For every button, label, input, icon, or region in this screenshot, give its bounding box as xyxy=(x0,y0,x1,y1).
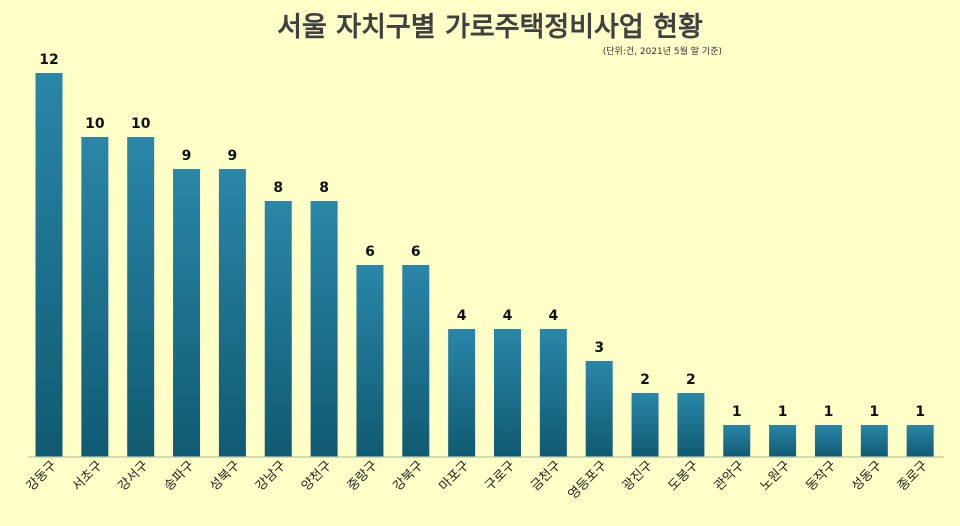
x-tick-label-양천구: 양천구 xyxy=(299,458,335,494)
bar-강동구 xyxy=(35,73,63,457)
bars-group: 12 10 10 9 9 8 8 6 6 4 4 4 3 2 2 1 1 1 1 1 xyxy=(35,52,934,457)
bar-강서구 xyxy=(127,137,155,457)
x-tick-label-금천구: 금천구 xyxy=(528,458,564,494)
bar-성동구 xyxy=(860,425,888,457)
chart-title: 서울 자치구별 가로주택정비사업 현황 xyxy=(277,12,703,43)
x-tick-label-관악구: 관악구 xyxy=(712,458,748,494)
bar-강북구 xyxy=(402,265,430,457)
x-tick-label-도봉구: 도봉구 xyxy=(666,458,702,494)
x-tick-label-중랑구: 중랑구 xyxy=(345,458,381,494)
x-tick-label-강남구: 강남구 xyxy=(253,458,289,494)
data-label-마포구: 4 xyxy=(457,308,467,324)
x-tick-label-마포구: 마포구 xyxy=(436,458,472,494)
bar-양천구 xyxy=(310,201,338,457)
data-label-동작구: 1 xyxy=(824,404,834,420)
bar-마포구 xyxy=(448,329,476,457)
data-label-도봉구: 2 xyxy=(686,372,696,388)
bar-구로구 xyxy=(494,329,521,457)
data-label-송파구: 9 xyxy=(182,148,192,164)
data-label-양천구: 8 xyxy=(319,180,329,196)
x-tick-label-동작구: 동작구 xyxy=(803,458,839,494)
x-tick-label-영등포구: 영등포구 xyxy=(566,458,610,502)
data-label-강동구: 12 xyxy=(39,52,58,68)
x-tick-label-성동구: 성동구 xyxy=(849,458,885,494)
x-tick-label-광진구: 광진구 xyxy=(620,458,656,494)
bar-송파구 xyxy=(173,169,201,457)
data-label-서초구: 10 xyxy=(85,116,105,132)
data-label-관악구: 1 xyxy=(732,404,742,420)
data-label-노원구: 1 xyxy=(778,404,788,420)
x-tick-label-종로구: 종로구 xyxy=(895,458,931,494)
bar-도봉구 xyxy=(677,393,705,457)
data-label-종로구: 1 xyxy=(915,404,925,420)
data-label-성동구: 1 xyxy=(869,404,879,420)
data-label-구로구: 4 xyxy=(503,308,513,324)
x-tick-label-서초구: 서초구 xyxy=(70,458,106,494)
bar-동작구 xyxy=(814,425,842,457)
bar-광진구 xyxy=(631,393,659,457)
bar-관악구 xyxy=(723,425,751,457)
bar-종로구 xyxy=(906,425,934,457)
bar-금천구 xyxy=(539,329,567,457)
data-label-강서구: 10 xyxy=(131,116,151,132)
x-tick-label-노원구: 노원구 xyxy=(757,458,793,494)
bar-성북구 xyxy=(218,169,246,457)
data-label-영등포구: 3 xyxy=(594,340,604,356)
data-label-강북구: 6 xyxy=(411,244,421,260)
data-label-성북구: 9 xyxy=(228,148,238,164)
bar-노원구 xyxy=(769,425,797,457)
x-tick-label-강북구: 강북구 xyxy=(391,458,427,494)
bar-영등포구 xyxy=(585,361,613,457)
x-tick-label-성북구: 성북구 xyxy=(207,458,243,494)
chart-subtitle: (단위:건, 2021년 5월 말 기준) xyxy=(603,45,722,57)
x-tick-labels: 강동구 서초구 강서구 송파구 성북구 강남구 양천구 중랑구 강북구 마포구 구로구 금천구 영등포구… xyxy=(24,458,931,502)
data-label-강남구: 8 xyxy=(273,180,283,196)
data-label-중랑구: 6 xyxy=(365,244,375,260)
x-tick-label-구로구: 구로구 xyxy=(482,458,518,494)
x-tick-label-강서구: 강서구 xyxy=(116,458,152,494)
data-label-금천구: 4 xyxy=(548,308,558,324)
x-tick-label-강동구: 강동구 xyxy=(24,458,60,494)
bar-강남구 xyxy=(264,201,292,457)
bar-서초구 xyxy=(81,137,109,457)
bar-중랑구 xyxy=(356,265,384,457)
x-tick-label-송파구: 송파구 xyxy=(161,458,197,494)
data-label-광진구: 2 xyxy=(640,372,650,388)
